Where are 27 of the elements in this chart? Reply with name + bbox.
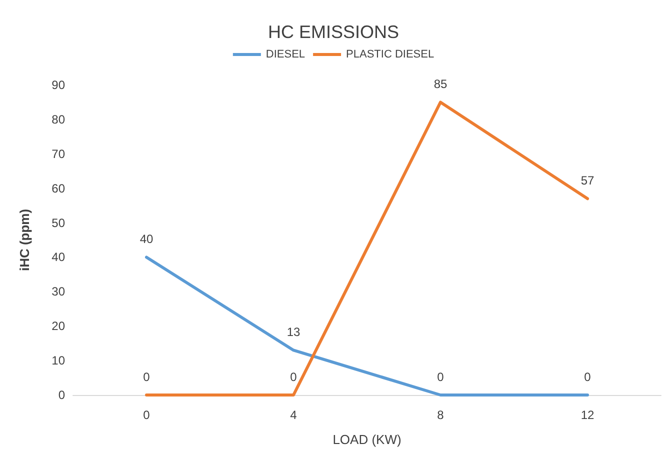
x-tick-label: 0: [143, 408, 150, 422]
data-label: 13: [286, 325, 300, 340]
y-tick-label: 50: [52, 216, 66, 230]
x-tick-label: 4: [290, 408, 298, 422]
x-tick-label: 12: [580, 408, 594, 422]
y-tick-label: 30: [52, 284, 66, 299]
data-label: 0: [437, 370, 444, 384]
y-tick-label: 10: [52, 354, 66, 368]
data-label: 0: [584, 370, 592, 384]
y-axis-title: iHC (ppm): [17, 208, 32, 272]
y-tick-label: 80: [52, 112, 66, 126]
data-label: 40: [140, 232, 154, 246]
x-tick-label: 8: [437, 408, 444, 422]
y-tick-label: 60: [52, 181, 66, 196]
legend-label: PLASTIC DIESEL: [346, 48, 434, 60]
x-axis-title: LOAD (KW): [332, 432, 402, 447]
data-label: 85: [434, 77, 448, 92]
legend-label: DIESEL: [266, 48, 306, 60]
y-tick-label: 70: [52, 146, 66, 161]
chart-title: HC EMISSIONS: [268, 22, 400, 42]
y-tick-label: 0: [58, 388, 66, 402]
y-tick-label: 20: [52, 319, 66, 334]
y-tick-label: 40: [52, 250, 66, 264]
y-tick-label: 90: [52, 78, 66, 92]
data-label: 0: [290, 370, 298, 384]
data-label: 57: [580, 174, 594, 188]
data-label: 0: [143, 370, 150, 384]
